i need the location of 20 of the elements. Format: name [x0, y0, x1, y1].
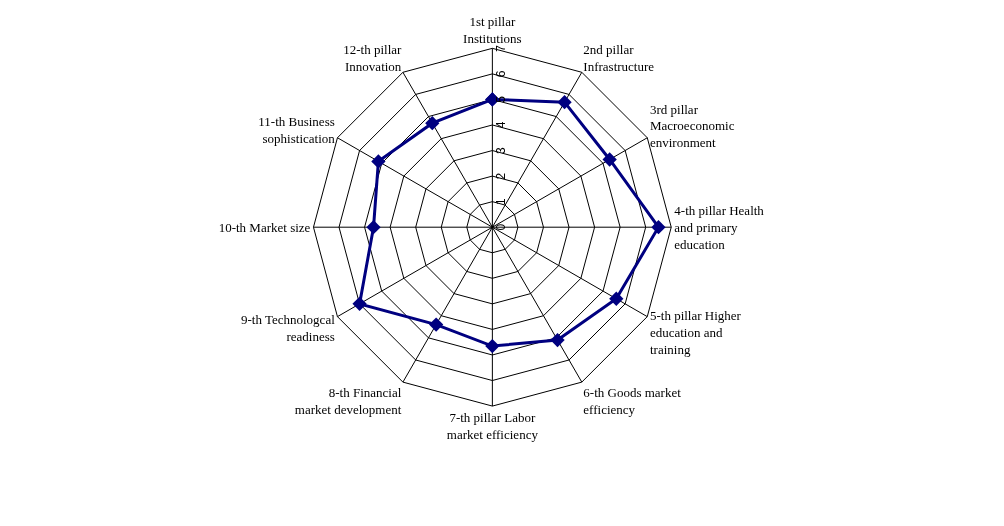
- y-tick-label: 1: [493, 197, 508, 205]
- spoke-label: 6-th Goods market efficiency: [583, 385, 682, 418]
- spoke-label: 12-th pillar Innovation: [343, 41, 403, 74]
- y-tick-label: 0: [493, 223, 508, 231]
- spoke-label: 9-th Technologcal readiness: [240, 312, 336, 345]
- spoke-label: 4-th pillar Health and primary education: [674, 202, 765, 252]
- spoke-label: 1st pillar Institutions: [463, 13, 522, 46]
- y-tick-label: 5: [493, 95, 508, 103]
- spoke-label: 5-th pillar Higher education and training: [649, 308, 742, 357]
- spoke-label: 7-th pillar Labor market efficiency: [446, 410, 539, 443]
- spoke-label: 2nd pillar Infrastructure: [583, 41, 655, 74]
- y-tick-label: 3: [493, 146, 508, 154]
- y-tick-label: 4: [493, 121, 508, 129]
- y-tick-label: 6: [493, 70, 508, 78]
- spoke-label: 3rd pillar Macroeconomic environment: [649, 101, 735, 151]
- spoke-label: 10-th Market size: [218, 219, 311, 235]
- y-tick-label: 7: [493, 44, 508, 52]
- y-tick-label: 2: [493, 172, 508, 180]
- spoke-label: 8-th Financial market development: [294, 385, 402, 418]
- spoke-label: 11-th Business sophistication: [258, 114, 336, 147]
